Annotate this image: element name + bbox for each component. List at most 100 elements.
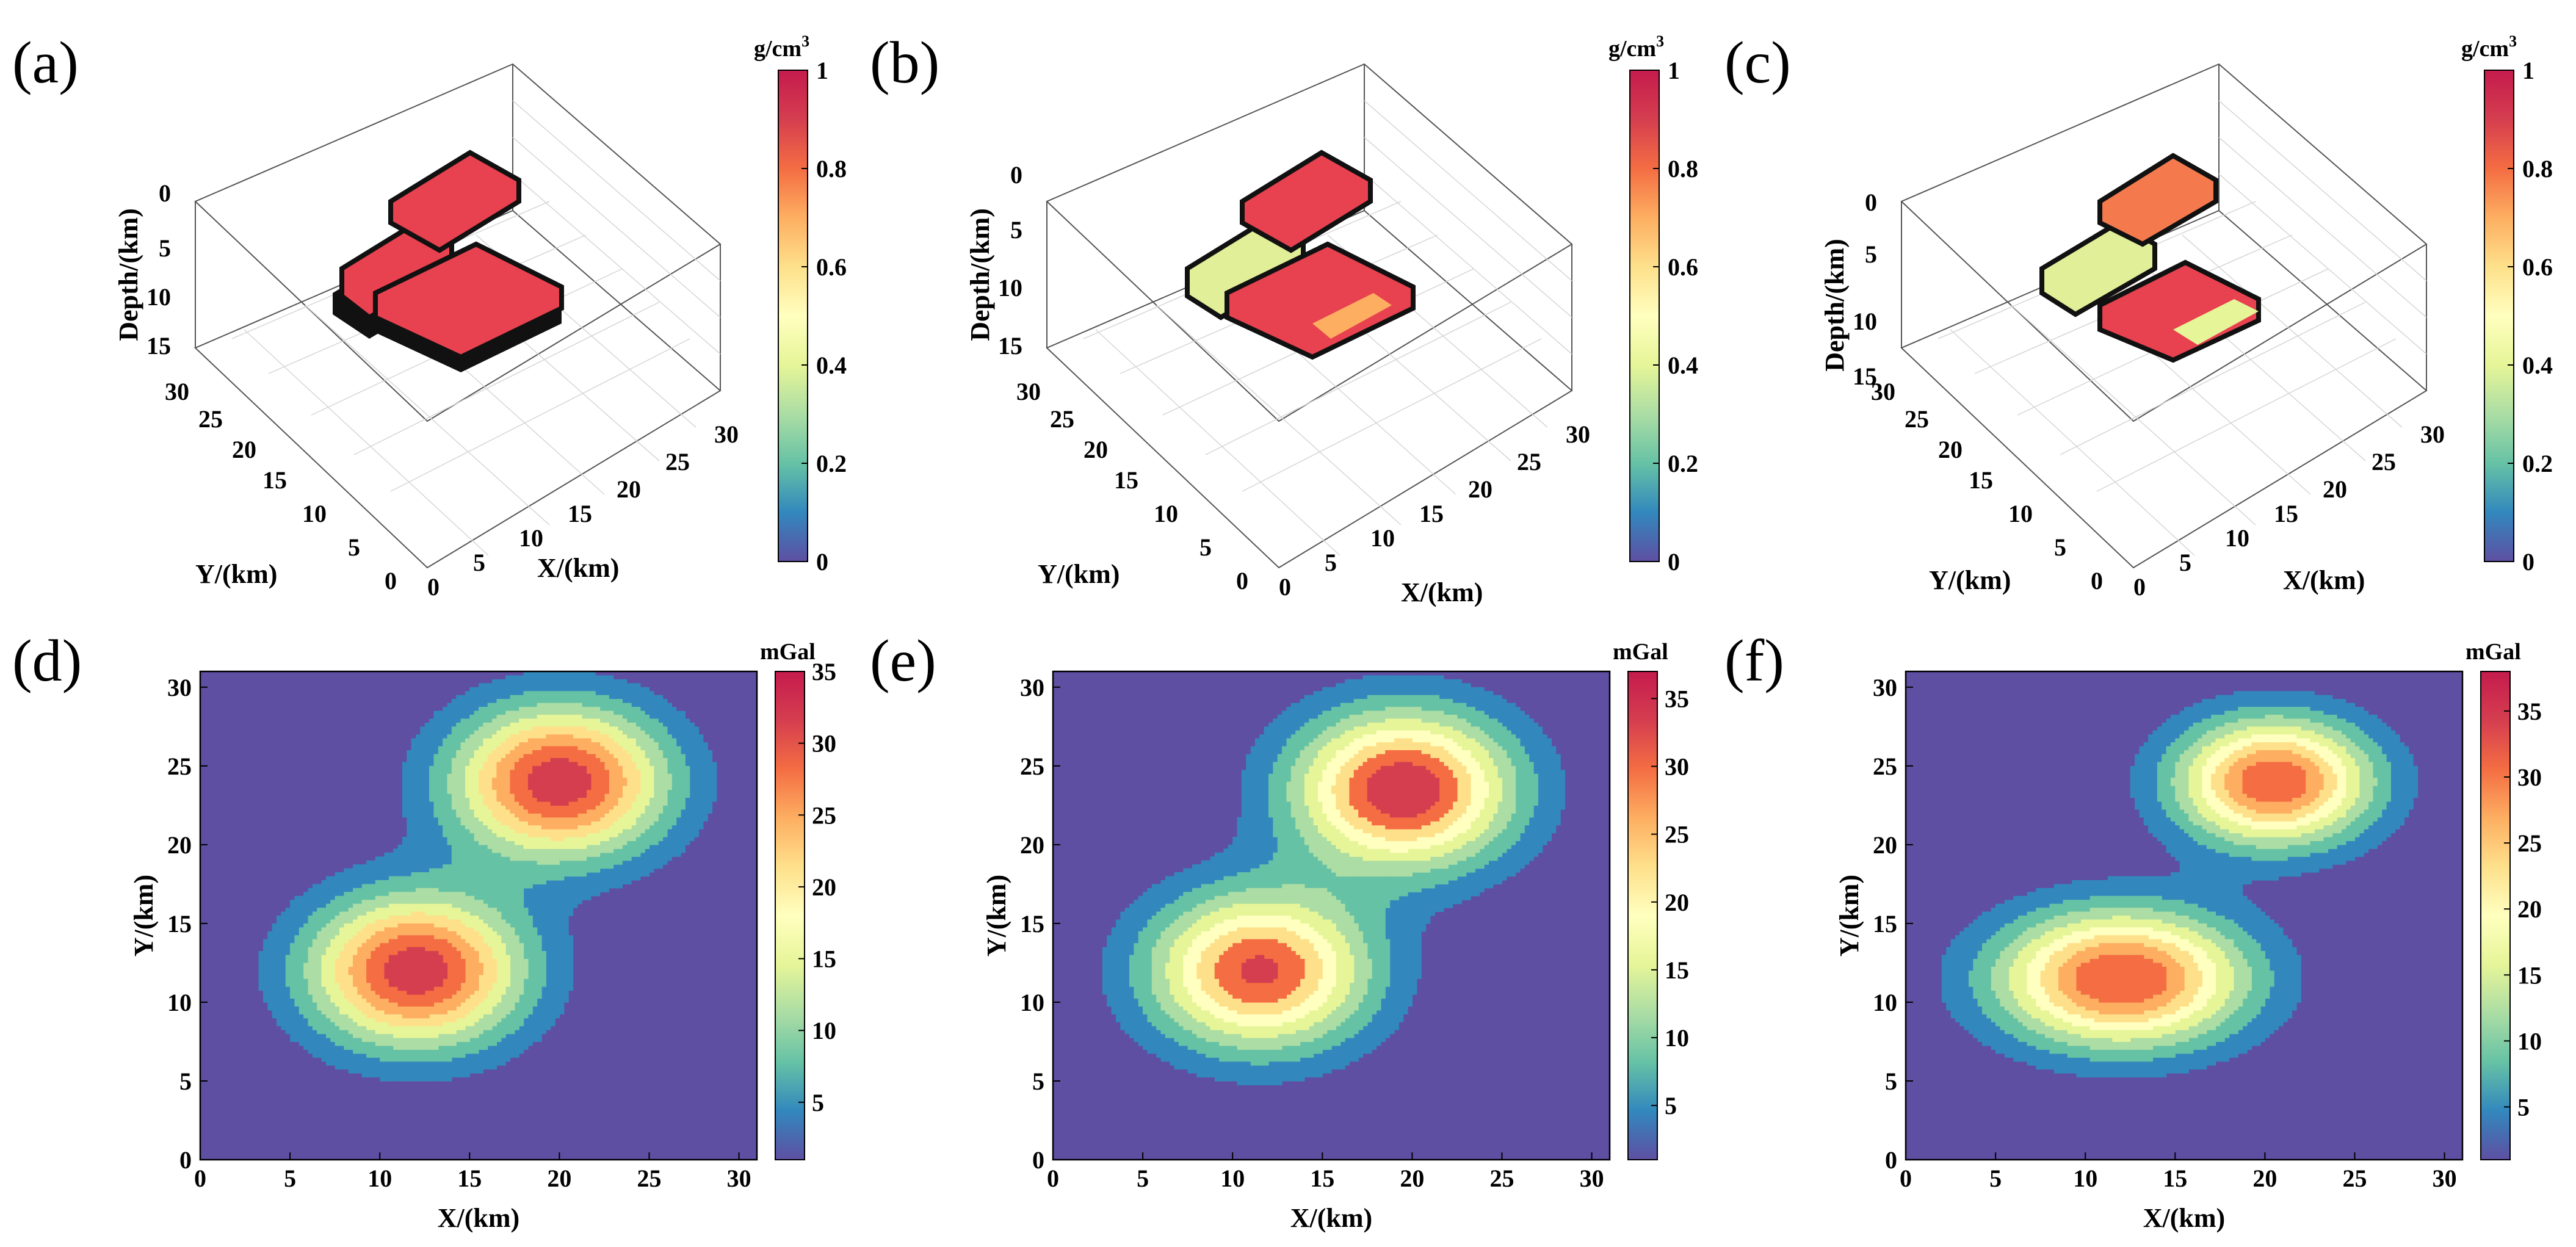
panel-c-ylabel: Y/(km) [1929, 565, 2011, 595]
y-tick: 15 [1114, 466, 1138, 494]
y-tick-label: 5 [1032, 1068, 1044, 1095]
x-tick: 10 [1370, 524, 1395, 552]
z-tick: 0 [1010, 161, 1022, 189]
colorbar-tick-label: 0.4 [1668, 352, 1698, 379]
panel-d-ylabel: Y/(km) [129, 875, 159, 956]
x-tick-label: 20 [547, 1165, 571, 1192]
x-tick-label: 5 [284, 1165, 296, 1192]
panel-b: (b) 0 5 10 15 0 5 10 15 20 25 [870, 30, 1698, 607]
colorbar-b [1630, 70, 1659, 562]
panel-label-a: (a) [12, 30, 79, 96]
panel-b-xlabel: X/(km) [1401, 577, 1483, 607]
colorbar-tick-label: 10 [812, 1017, 836, 1044]
panel-d-xlabel: X/(km) [438, 1203, 519, 1233]
panel-c: (c) 0 5 10 15 0 5 10 15 20 25 [1724, 30, 2553, 601]
x-tick: 30 [1566, 421, 1590, 448]
colorbar-tick-label: 25 [2517, 830, 2542, 857]
x-tick-label: 25 [2342, 1165, 2367, 1192]
y-tick-label: 10 [167, 989, 192, 1016]
colorbar-tick-label: 0 [2522, 548, 2534, 576]
x-tick-label: 10 [2073, 1165, 2097, 1192]
x-tick: 10 [519, 524, 543, 552]
panel-a-colorbar: g/cm3 00.20.40.60.81 [754, 32, 847, 576]
colorbar-tick-label: 35 [812, 658, 836, 685]
y-tick: 5 [348, 533, 360, 561]
y-tick: 25 [1050, 405, 1074, 433]
z-tick: 10 [147, 283, 171, 311]
colorbar-tick-label: 20 [812, 873, 836, 901]
colorbar-tick-label: 10 [1665, 1024, 1689, 1052]
panel-label-f: (f) [1724, 628, 1784, 694]
colorbar-d [775, 671, 805, 1160]
y-tick-label: 25 [167, 753, 192, 780]
colorbar-unit-c: g/cm3 [2461, 32, 2517, 62]
y-tick: 20 [232, 436, 256, 463]
colorbar-tick-label: 25 [812, 801, 836, 829]
x-tick: 0 [1279, 573, 1291, 601]
y-tick-label: 20 [1873, 831, 1897, 859]
colorbar-tick-label: 5 [812, 1089, 824, 1116]
colorbar-unit-f: mGal [2466, 639, 2521, 665]
colorbar-tick-label: 1 [816, 57, 828, 84]
y-tick: 5 [2054, 533, 2066, 561]
x-tick: 15 [1419, 500, 1444, 527]
x-tick-label: 5 [1137, 1165, 1149, 1192]
colorbar-tick-label: 15 [1665, 956, 1689, 984]
z-tick: 10 [1853, 308, 1877, 335]
x-tick-label: 15 [2163, 1165, 2187, 1192]
panel-label-c: (c) [1724, 30, 1791, 96]
colorbar-tick-label: 0.6 [2522, 253, 2553, 281]
colorbar-tick-label: 0.6 [816, 253, 847, 281]
colorbar-tick-label: 30 [1665, 753, 1689, 781]
y-tick: 0 [385, 567, 397, 595]
x-tick-label: 15 [457, 1165, 482, 1192]
z-tick: 15 [998, 332, 1022, 360]
x-tick-label: 10 [1220, 1165, 1245, 1192]
x-tick: 0 [2133, 573, 2146, 601]
panel-label-d: (d) [12, 628, 82, 694]
panel-a: (a) 0 5 [12, 30, 847, 601]
panel-e-xlabel: X/(km) [1290, 1203, 1372, 1233]
x-tick: 10 [2225, 524, 2249, 552]
colorbar-ticks-a: 00.20.40.60.81 [801, 57, 847, 576]
colorbar-tick-label: 0.2 [816, 450, 847, 477]
y-tick-label: 20 [167, 831, 192, 859]
x-tick: 5 [1325, 549, 1337, 576]
y-tick: 0 [2091, 567, 2103, 595]
y-tick-label: 5 [1885, 1068, 1897, 1095]
panel-f-xlabel: X/(km) [2143, 1203, 2225, 1233]
panel-a-zlabel: Depth/(km) [114, 208, 143, 341]
x-tick-label: 30 [1580, 1165, 1604, 1192]
y-tick: 20 [1938, 436, 1963, 463]
y-tick: 20 [1084, 436, 1108, 463]
y-tick-label: 5 [179, 1068, 192, 1095]
y-tick: 30 [1016, 378, 1041, 405]
colorbar-tick-label: 0 [1668, 548, 1680, 576]
panel-label-b: (b) [870, 30, 939, 96]
figure: (a) 0 5 [0, 0, 2576, 1247]
colorbar-f [2481, 671, 2510, 1160]
colorbar-tick-label: 0.6 [1668, 253, 1698, 281]
x-tick: 5 [473, 549, 485, 576]
colorbar-tick-label: 1 [1668, 57, 1680, 84]
z-tick: 10 [998, 274, 1022, 302]
x-tick-label: 25 [637, 1165, 661, 1192]
colorbar-tick-label: 0 [816, 548, 828, 576]
colorbar-tick-label: 1 [2522, 57, 2534, 84]
y-tick: 10 [2008, 500, 2033, 527]
x-tick: 25 [1517, 448, 1541, 475]
y-tick: 25 [198, 405, 223, 433]
y-tick-label: 15 [1873, 910, 1897, 938]
panel-f-ylabel: Y/(km) [1834, 875, 1864, 956]
y-tick: 15 [262, 466, 287, 494]
colorbar-unit-e: mGal [1613, 639, 1668, 665]
colorbar-ticks-b: 00.20.40.60.81 [1653, 57, 1698, 576]
x-tick: 20 [1468, 475, 1492, 503]
colorbar-tick-label: 20 [2517, 895, 2542, 923]
x-tick: 30 [2420, 421, 2445, 448]
y-tick-label: 20 [1020, 831, 1044, 859]
y-tick-label: 10 [1020, 989, 1044, 1016]
panel-a-xlabel: X/(km) [537, 553, 619, 583]
x-tick: 25 [665, 448, 690, 475]
